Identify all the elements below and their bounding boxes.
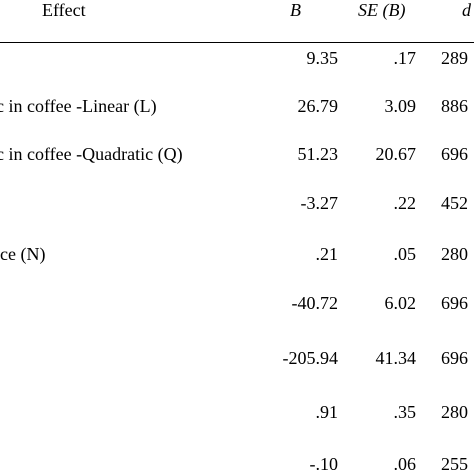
- b-cell: 9.35: [306, 48, 339, 68]
- effect-cell: nce (N): [0, 244, 46, 264]
- se-cell: 20.67: [375, 144, 417, 164]
- header-b: B: [290, 0, 301, 20]
- b-cell: -40.72: [291, 293, 339, 313]
- se-cell: .17: [393, 48, 417, 68]
- se-cell: .05: [393, 244, 417, 264]
- df-cell: 696: [441, 348, 468, 368]
- table-row: ic in coffee -Quadratic (Q) 51.23 20.67 …: [0, 142, 474, 166]
- df-cell: 886: [441, 96, 468, 116]
- se-cell: .06: [393, 454, 417, 474]
- b-cell: -.10: [309, 454, 339, 474]
- b-cell: -205.94: [282, 348, 339, 368]
- se-cell: .35: [393, 402, 417, 422]
- b-cell: 51.23: [297, 144, 339, 164]
- table-row: -205.94 41.34 696: [0, 346, 474, 370]
- table-row: .91 .35 280: [0, 400, 474, 424]
- b-cell: 26.79: [297, 96, 339, 116]
- table-row: nce (N) .21 .05 280: [0, 242, 474, 266]
- table-row: -3.27 .22 452: [0, 191, 474, 215]
- df-cell: 280: [441, 244, 468, 264]
- effect-cell: ic in coffee -Linear (L): [0, 96, 157, 116]
- se-cell: 41.34: [375, 348, 417, 368]
- header-rule: [0, 42, 474, 43]
- b-cell: .91: [315, 402, 339, 422]
- header-effect: Effect: [42, 0, 86, 20]
- b-cell: .21: [315, 244, 339, 264]
- header-se: SE (B): [358, 0, 406, 20]
- df-cell: 696: [441, 293, 468, 313]
- header-df: d: [462, 0, 471, 20]
- b-cell: -3.27: [300, 193, 339, 213]
- table-row: 9.35 .17 289: [0, 46, 474, 70]
- df-cell: 280: [441, 402, 468, 422]
- df-cell: 255: [441, 454, 468, 474]
- table-row: -.10 .06 255: [0, 452, 474, 476]
- se-cell: 6.02: [384, 293, 417, 313]
- table-row: ic in coffee -Linear (L) 26.79 3.09 886: [0, 94, 474, 118]
- df-cell: 452: [441, 193, 468, 213]
- effect-cell: ic in coffee -Quadratic (Q): [0, 144, 183, 164]
- se-cell: .22: [393, 193, 417, 213]
- df-cell: 289: [441, 48, 468, 68]
- se-cell: 3.09: [384, 96, 417, 116]
- df-cell: 696: [441, 144, 468, 164]
- table-row: -40.72 6.02 696: [0, 291, 474, 315]
